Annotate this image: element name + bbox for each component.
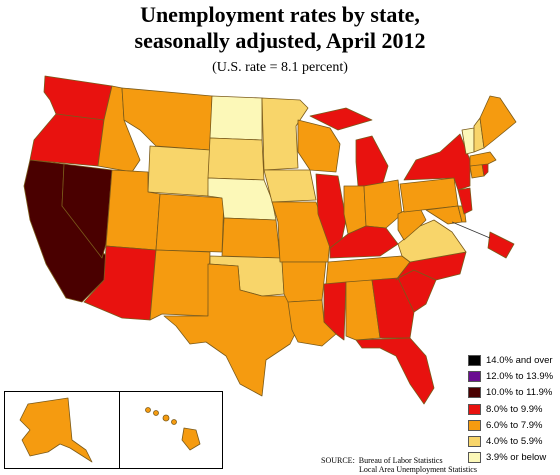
legend-label: 8.0% to 9.9%	[486, 403, 543, 415]
state-alaska	[19, 397, 93, 463]
legend-label: 6.0% to 7.9%	[486, 419, 543, 431]
state-indiana	[343, 185, 367, 235]
legend-label: 3.9% or below	[486, 452, 547, 464]
state-kentucky	[329, 225, 399, 259]
subtitle: (U.S. rate = 8.1 percent)	[212, 60, 348, 75]
state-oregon	[29, 113, 105, 167]
legend-label: 10.0% to 11.9%	[486, 387, 553, 399]
state-louisiana	[287, 299, 337, 347]
state-hawaii	[145, 407, 201, 451]
state-iowa	[263, 169, 317, 203]
legend-item: 12.0% to 13.9%	[468, 368, 560, 384]
state-new-jersey	[457, 187, 473, 215]
state-wyoming	[147, 145, 211, 197]
legend: 14.0% and over 12.0% to 13.9% 10.0% to 1…	[468, 352, 560, 466]
legend-item: 10.0% to 11.9%	[468, 385, 560, 401]
state-kansas	[221, 217, 281, 259]
state-georgia	[371, 277, 415, 339]
state-new-mexico	[149, 249, 211, 321]
legend-swatch	[468, 354, 481, 366]
state-nevada	[61, 163, 113, 259]
title-line-1: Unemployment rates by state,	[140, 2, 420, 27]
legend-item: 14.0% and over	[468, 352, 560, 368]
state-colorado	[155, 193, 225, 253]
legend-swatch	[468, 436, 481, 448]
state-mississippi	[323, 281, 347, 341]
state-michigan	[355, 135, 389, 187]
alaska-inset	[4, 391, 120, 469]
legend-item: 3.9% or below	[468, 450, 560, 466]
legend-swatch	[468, 370, 481, 382]
state-south-dakota	[207, 137, 265, 181]
state-north-dakota	[209, 95, 263, 141]
legend-label: 4.0% to 5.9%	[486, 436, 543, 448]
legend-swatch	[468, 387, 481, 399]
state-washington	[43, 75, 113, 121]
state-florida	[355, 337, 435, 405]
legend-label: 12.0% to 13.9%	[486, 370, 554, 382]
state-montana	[121, 87, 213, 151]
state-michigan-upper	[309, 107, 373, 131]
source-note: SOURCE: Bureau of Labor Statistics Local…	[321, 456, 477, 474]
state-ohio	[363, 179, 403, 229]
state-dc	[487, 231, 515, 259]
source-line-2: Local Area Unemployment Statistics	[359, 465, 477, 474]
state-alabama	[345, 279, 381, 341]
state-wisconsin	[297, 119, 341, 173]
title-line-2: seasonally adjusted, April 2012	[134, 28, 426, 53]
source-label: SOURCE:	[321, 456, 355, 465]
legend-swatch	[468, 452, 481, 464]
source-line-1: Bureau of Labor Statistics	[358, 456, 443, 465]
legend-label: 14.0% and over	[486, 354, 553, 366]
hawaii-inset	[119, 391, 223, 469]
state-arkansas	[281, 261, 327, 303]
legend-swatch	[468, 403, 481, 415]
legend-item: 4.0% to 5.9%	[468, 433, 560, 449]
legend-item: 6.0% to 7.9%	[468, 417, 560, 433]
state-massachusetts	[469, 151, 497, 167]
state-maine	[479, 95, 517, 149]
legend-swatch	[468, 419, 481, 431]
state-texas	[163, 263, 301, 397]
state-north-carolina	[395, 251, 467, 281]
legend-item: 8.0% to 9.9%	[468, 401, 560, 417]
